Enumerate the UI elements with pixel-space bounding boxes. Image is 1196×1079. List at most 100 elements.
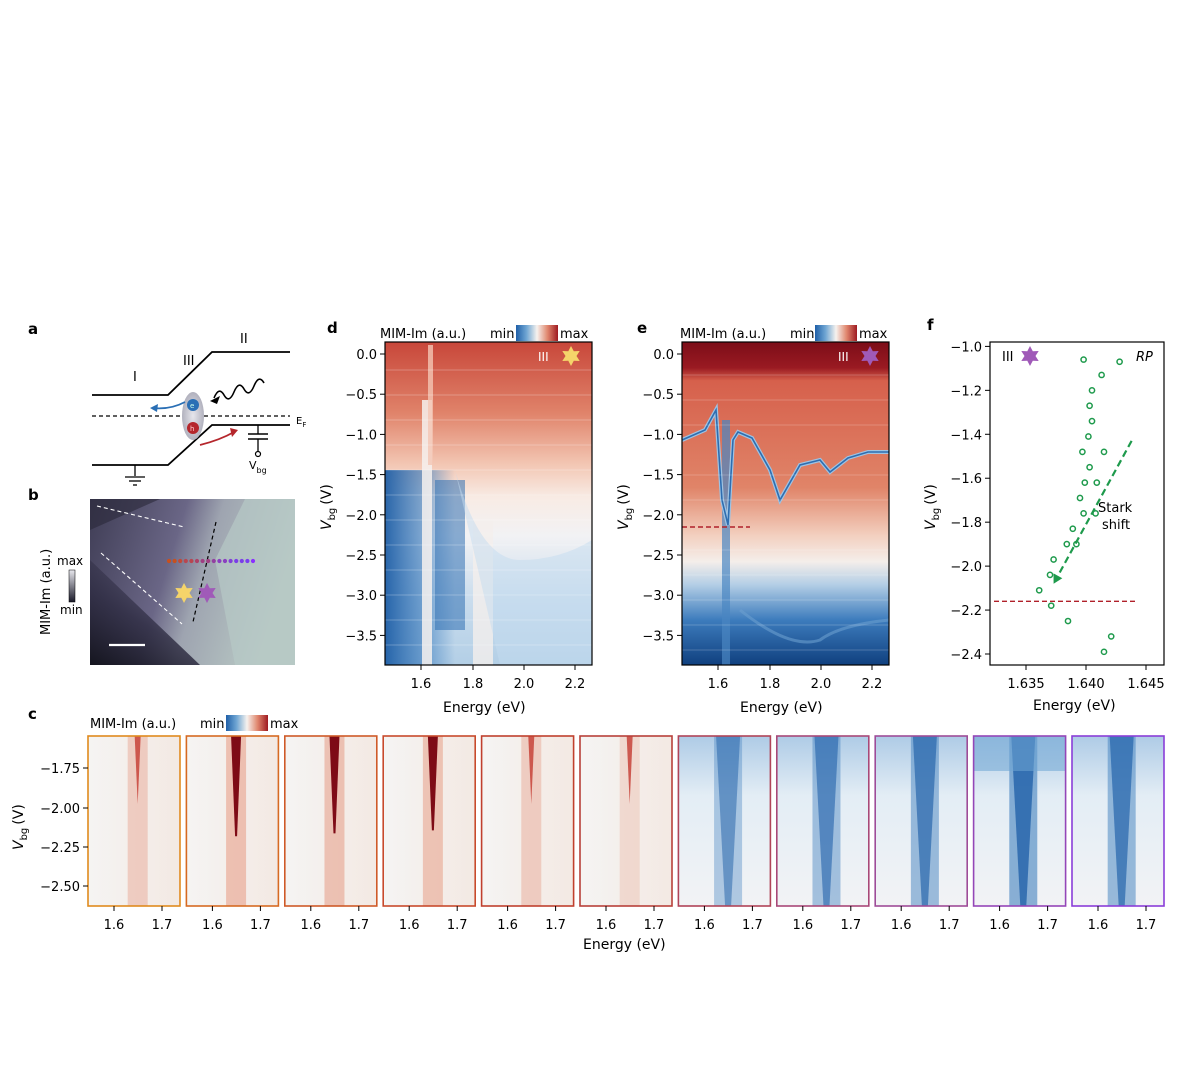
data-point — [1086, 402, 1093, 410]
ytick-label: −2.0 — [950, 560, 982, 575]
panel-d-region: III — [538, 350, 549, 364]
xtick-label: 1.7 — [447, 918, 468, 933]
exciton-peak — [134, 736, 141, 804]
panel-d-heatmap — [384, 341, 593, 666]
data-point — [1100, 648, 1108, 656]
exciton-peak — [1011, 736, 1036, 906]
ytick-label: −1.6 — [950, 472, 982, 487]
photon-arrowhead-icon — [210, 396, 220, 404]
subplot-frame — [1071, 735, 1165, 907]
xtick-label: 1.6 — [497, 918, 518, 933]
ytick-label: −3.5 — [642, 629, 674, 644]
xtick-label: 1.6 — [891, 918, 912, 933]
ytick-label: −0.5 — [345, 388, 377, 403]
panel-c-subplot: 1.6 1.7 — [1071, 735, 1165, 933]
panel-c-xlabel: Energy (eV) — [583, 937, 666, 953]
conduction-band-edge — [92, 351, 290, 396]
ytick-label: −2.00 — [40, 802, 80, 817]
xtick-label: 1.640 — [1067, 677, 1104, 692]
data-point — [1093, 479, 1101, 486]
panel-c-yticks: −1.75 −2.00 −2.25 −2.50 — [40, 762, 88, 895]
panel-c-subplot: 1.6 1.7 — [87, 735, 181, 933]
boundary-dash-top — [96, 505, 185, 528]
panel-c-subplot: 1.6 1.7 — [677, 735, 772, 933]
data-point — [1088, 417, 1096, 425]
panel-f-tag: RP — [1136, 350, 1153, 365]
linecut-dot — [217, 558, 222, 564]
panel-e-heatmap — [681, 341, 890, 666]
hole-arrowhead-icon — [230, 428, 238, 437]
data-point — [1086, 463, 1093, 471]
ytick-label: −2.50 — [40, 880, 80, 895]
panel-c-colorbar — [226, 715, 268, 731]
purple-star-icon — [1021, 346, 1039, 366]
valence-band-edge — [92, 424, 290, 466]
data-point — [1080, 356, 1087, 363]
ytick-label: −3.0 — [345, 589, 377, 604]
panel-e-colorbar — [815, 325, 857, 341]
linecut-dot — [183, 558, 188, 564]
xtick-label: 1.7 — [152, 918, 173, 933]
exciton-peak — [814, 736, 839, 906]
exciton-band — [619, 736, 640, 906]
panel-d-cbar-title: MIM-Im (a.u.) — [380, 327, 466, 342]
panel-e-yticks: 0.0 −0.5 −1.0 −1.5 −2.0 −2.5 −3.0 −3.5 — [642, 348, 682, 644]
panel-c-ylabel: Vbg(V) — [11, 804, 30, 850]
ytick-label: −2.0 — [642, 509, 674, 524]
xtick-label: 1.7 — [939, 918, 960, 933]
yellow-star-icon — [175, 583, 193, 603]
purple-star-icon — [198, 583, 216, 603]
linecut-dot — [211, 558, 216, 564]
panel-e-cbar-title: MIM-Im (a.u.) — [680, 327, 766, 342]
ytick-label: −1.5 — [642, 469, 674, 484]
exciton-peak — [1109, 736, 1134, 906]
panel-d-yticks: 0.0 −0.5 −1.0 −1.5 −2.0 −2.5 −3.0 −3.5 — [345, 348, 385, 644]
ytick-label: −2.5 — [642, 549, 674, 564]
panel-e-xticks: 1.6 1.8 2.0 2.2 — [708, 665, 882, 692]
linecut-dot — [178, 558, 183, 564]
panel-d-letter: d — [327, 319, 338, 337]
data-point — [1100, 448, 1108, 456]
panel-a-letter: a — [28, 320, 38, 338]
linecut-dot — [200, 558, 205, 564]
ytick-label: −2.0 — [345, 509, 377, 524]
data-point — [1076, 494, 1084, 502]
stark-label-line1: Stark — [1098, 501, 1133, 516]
ground-icon — [125, 476, 145, 486]
panel-d-xlabel: Energy (eV) — [443, 700, 526, 716]
subplot-background — [88, 736, 180, 906]
hole-icon — [187, 422, 199, 434]
purple-star-icon — [861, 346, 879, 366]
panel-d-colorbar — [516, 325, 558, 341]
linecut-dot — [234, 558, 239, 564]
boundary-dash-bottom — [100, 552, 183, 625]
electron-arrowhead-icon — [150, 404, 158, 412]
panel-c-subplot: 1.6 1.7 — [972, 735, 1067, 933]
xtick-label: 1.635 — [1007, 677, 1044, 692]
subplot-background — [580, 736, 672, 906]
panel-e-ylabel: Vbg(V) — [616, 484, 635, 530]
xtick-label: 1.7 — [840, 918, 861, 933]
ytick-label: −1.75 — [40, 762, 80, 777]
panel-c-subplot: 1.6 1.7 — [874, 735, 969, 933]
linecut-dot — [239, 558, 244, 564]
exciton-peak — [329, 736, 340, 834]
xtick-label: 1.6 — [792, 918, 813, 933]
xtick-label: 2.2 — [565, 677, 586, 692]
exciton-peak — [912, 736, 937, 906]
panel-c-subplots: 1.6 1.7 1.6 1.7 1.6 1.7 1.6 1.7 1.6 1.7 1.6 1.7 1.6 1… — [87, 735, 1165, 933]
subplot-frame — [579, 735, 673, 907]
panel-d-xticks: 1.6 1.8 2.0 2.2 — [411, 665, 586, 692]
subplot-top-shade — [973, 736, 1066, 771]
panel-f-plot-area — [989, 341, 1165, 666]
xtick-label: 1.645 — [1127, 677, 1164, 692]
data-point — [1050, 556, 1057, 563]
capacitor-icon — [248, 433, 268, 440]
ytick-label: −1.0 — [642, 428, 674, 443]
panel-f-region: III — [1002, 350, 1014, 365]
data-point — [1085, 433, 1092, 440]
xtick-label: 1.7 — [1037, 918, 1058, 933]
panel-e-letter: e — [637, 319, 647, 337]
panel-f-points — [1035, 356, 1123, 656]
